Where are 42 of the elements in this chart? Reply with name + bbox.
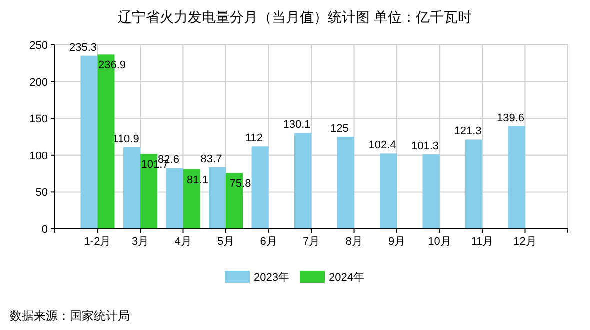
chart-title: 辽宁省火力发电量分月（当月值）统计图 单位：亿千瓦时 [118,9,472,25]
data-label: 83.7 [200,153,222,166]
data-label: 130.1 [283,119,311,132]
data-label: 110.9 [112,133,140,146]
data-label: 121.3 [454,126,482,138]
x-tick-label: 6月 [260,236,278,248]
legend-label: 2023年 [254,272,290,284]
bar [380,154,397,229]
x-tick-label: 12月 [514,236,537,248]
x-tick-label: 1-2月 [84,236,112,248]
data-label: 112 [245,132,264,145]
x-tick-label: 11月 [471,236,494,248]
x-tick-label: 8月 [346,236,363,248]
bar [337,137,354,229]
bar [466,140,482,229]
data-label: 125 [330,123,349,135]
x-tick-label: 10月 [428,236,452,248]
x-tick-label: 4月 [174,236,192,248]
bar [209,167,226,229]
x-tick-label: 7月 [302,236,320,248]
bar [508,126,526,229]
y-tick-label: 200 [30,76,48,89]
y-tick-label: 50 [36,187,48,200]
data-label: 139.6 [496,112,525,124]
bar [80,56,98,229]
bar [294,133,312,229]
bar [124,147,140,229]
y-tick-label: 150 [30,114,48,126]
bar [422,154,440,229]
y-tick-label: 0 [42,224,48,236]
x-tick-label: 9月 [388,236,406,248]
data-label: 235.3 [69,42,98,54]
bar [166,168,184,229]
data-label: 101.3 [411,140,440,152]
data-label: 102.4 [368,140,396,152]
y-tick-label: 100 [30,150,48,162]
source-note: 数据来源：国家统计局 [10,309,130,323]
x-tick-label: 5月 [217,236,235,248]
bar [252,146,269,229]
y-tick-label: 250 [30,40,48,52]
x-tick-label: 3月 [132,236,150,248]
legend-label: 2024年 [329,272,364,284]
